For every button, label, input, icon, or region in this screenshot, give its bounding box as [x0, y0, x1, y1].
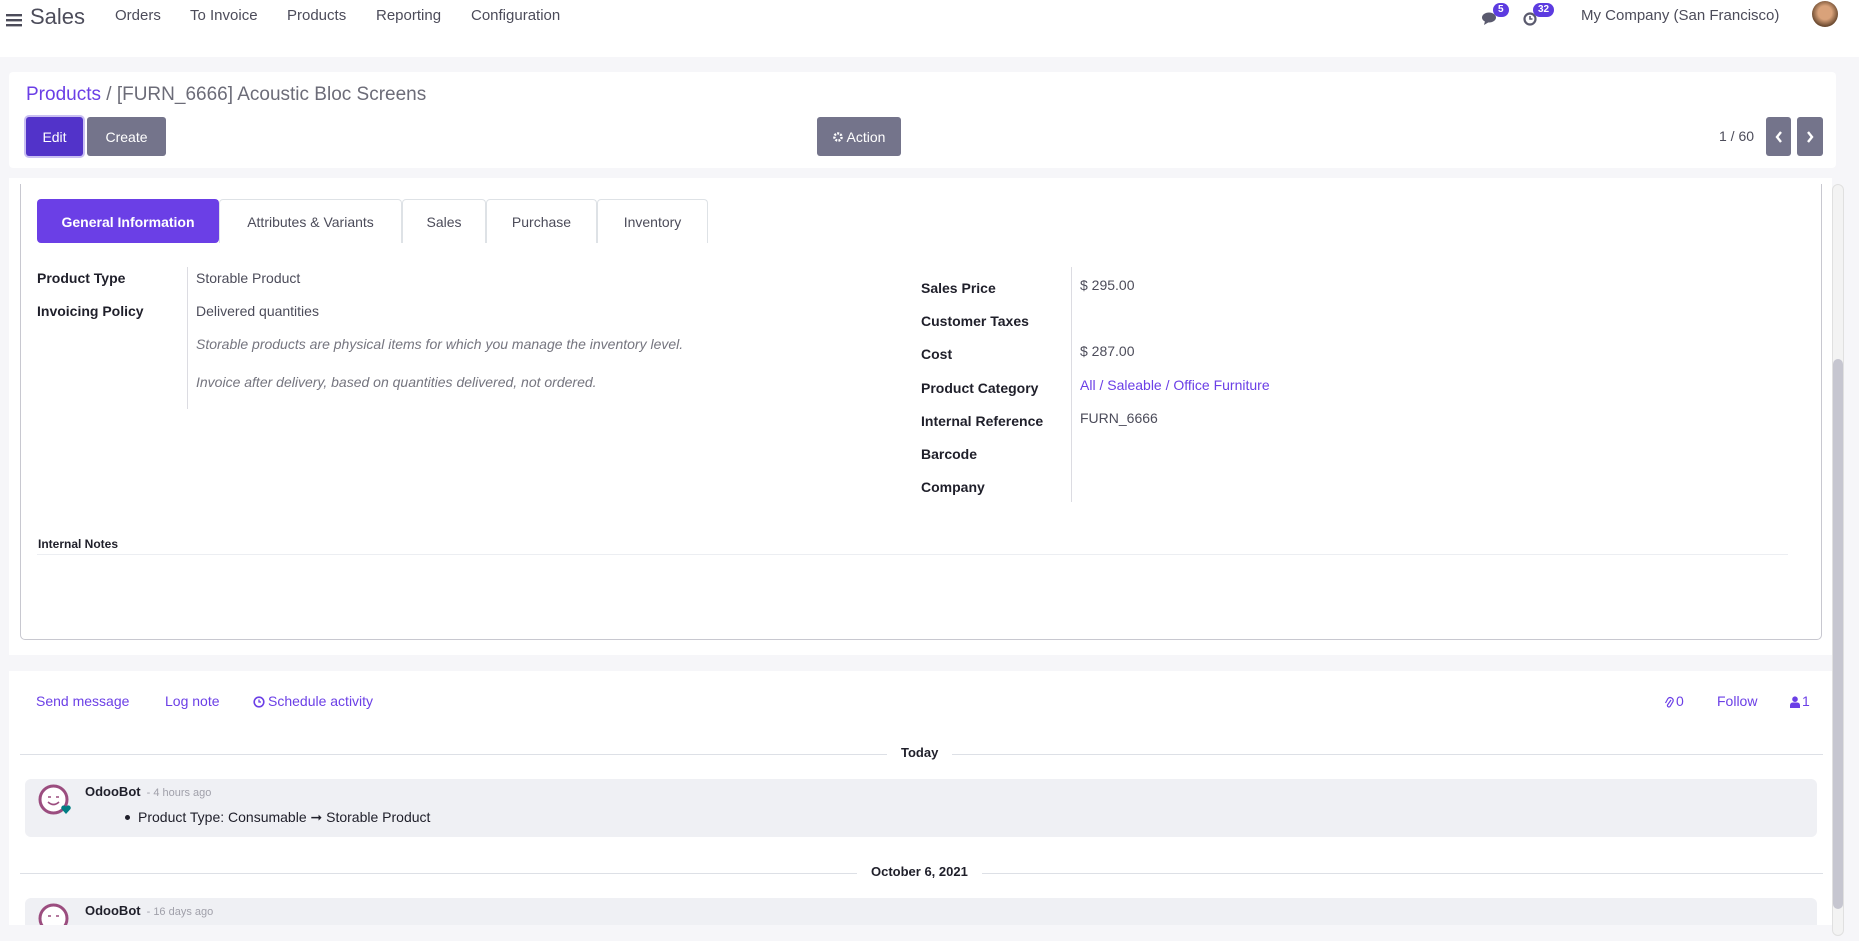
user-avatar[interactable]	[1812, 1, 1838, 27]
message-header: OdooBot - 4 hours ago	[85, 784, 211, 799]
page-bottom	[0, 925, 1859, 941]
follow-button[interactable]: Follow	[1717, 693, 1758, 709]
followers-button[interactable]: 1	[1790, 693, 1810, 709]
message-author: OdooBot	[85, 784, 141, 799]
tab-attributes-variants[interactable]: Attributes & Variants	[219, 199, 402, 243]
breadcrumb: Products / [FURN_6666] Acoustic Bloc Scr…	[26, 84, 426, 106]
chat-icon	[1482, 12, 1496, 25]
field-label: Barcode	[921, 446, 978, 462]
breadcrumb-current: [FURN_6666] Acoustic Bloc Screens	[116, 84, 427, 105]
field-label: Company	[921, 479, 985, 495]
pager-value[interactable]: 1 / 60	[1719, 128, 1755, 144]
tab-purchase[interactable]: Purchase	[486, 199, 597, 243]
schedule-activity-label: Schedule activity	[268, 693, 374, 709]
tab-inventory[interactable]: Inventory	[597, 199, 708, 243]
field-value: $ 295.00	[1080, 277, 1135, 293]
company-switcher[interactable]: My Company (San Francisco)	[1581, 7, 1780, 24]
internal-notes-field[interactable]	[37, 554, 1788, 604]
followers-count: 1	[1802, 693, 1810, 709]
left-group-divider	[187, 267, 188, 409]
messages-badge: 5	[1493, 3, 1509, 17]
message-item: OdooBot - 4 hours ago Product Type: Cons…	[25, 779, 1817, 837]
app-name[interactable]: Sales	[30, 4, 86, 29]
menu-configuration[interactable]: Configuration	[471, 7, 561, 24]
field-label: Customer Taxes	[921, 313, 1029, 329]
clock-icon	[253, 696, 265, 708]
date-separator-today: Today	[887, 745, 953, 760]
tab-general-information[interactable]: General Information	[37, 199, 219, 243]
product-type-value: Storable Product	[196, 270, 301, 286]
message-body: Product Type: Consumable ➞ Storable Prod…	[125, 809, 430, 826]
message-author: OdooBot	[85, 903, 141, 918]
menu-products[interactable]: Products	[287, 7, 347, 24]
activities-button[interactable]: 32	[1523, 3, 1559, 28]
edit-button[interactable]: Edit	[26, 117, 83, 156]
tracking-value: Product Type: Consumable ➞ Storable Prod…	[138, 809, 431, 825]
top-navbar: Sales Orders To Invoice Products Reporti…	[0, 0, 1859, 57]
control-panel	[9, 72, 1836, 168]
log-note-button[interactable]: Log note	[165, 693, 220, 709]
activities-badge: 32	[1533, 3, 1555, 17]
message-time: - 16 days ago	[146, 906, 214, 918]
field-label: Cost	[921, 346, 953, 362]
invoicing-policy-value: Delivered quantities	[196, 303, 319, 319]
product-type-label: Product Type	[37, 270, 126, 286]
message-item: OdooBot - 16 days ago	[25, 898, 1817, 925]
odoobot-avatar	[38, 784, 69, 815]
product-type-help: Storable products are physical items for…	[196, 336, 684, 352]
field-value[interactable]: All / Saleable / Office Furniture	[1080, 377, 1270, 393]
breadcrumb-separator: /	[106, 84, 112, 105]
attachments-count: 0	[1676, 693, 1684, 709]
menu-orders[interactable]: Orders	[115, 7, 161, 24]
online-heart-icon	[61, 805, 71, 814]
pager-next[interactable]	[1797, 117, 1823, 156]
bullet	[125, 815, 130, 820]
invoicing-policy-help: Invoice after delivery, based on quantit…	[196, 374, 597, 390]
breadcrumb-products[interactable]: Products	[26, 84, 101, 105]
tab-sales[interactable]: Sales	[402, 199, 486, 243]
field-label: Internal Reference	[921, 413, 1044, 429]
pager-previous[interactable]	[1766, 117, 1791, 156]
invoicing-policy-label: Invoicing Policy	[37, 303, 144, 319]
date-separator-october: October 6, 2021	[857, 864, 982, 879]
send-message-button[interactable]: Send message	[36, 693, 130, 709]
field-value: $ 287.00	[1080, 343, 1135, 359]
menu-icon[interactable]	[6, 13, 22, 27]
chevron-left-icon	[1774, 130, 1782, 143]
messages-button[interactable]: 5	[1482, 3, 1512, 28]
form-sheet	[20, 184, 1822, 640]
right-group-divider	[1071, 267, 1072, 502]
message-header: OdooBot - 16 days ago	[85, 903, 213, 918]
odoobot-avatar	[38, 903, 69, 925]
chevron-right-icon	[1807, 130, 1814, 143]
menu-to-invoice[interactable]: To Invoice	[190, 7, 258, 24]
paperclip-icon	[1664, 696, 1674, 708]
attachments-button[interactable]: 0	[1664, 693, 1684, 709]
create-button[interactable]: Create	[87, 117, 166, 156]
action-label: Action	[846, 128, 886, 145]
field-label: Product Category	[921, 380, 1039, 396]
gear-icon	[832, 131, 843, 142]
field-label: Sales Price	[921, 280, 996, 296]
field-value: FURN_6666	[1080, 410, 1158, 426]
menu-reporting[interactable]: Reporting	[376, 7, 442, 24]
action-button[interactable]: Action	[817, 117, 901, 156]
clock-icon	[1523, 12, 1537, 26]
user-icon	[1790, 696, 1800, 709]
scrollbar-thumb[interactable]	[1833, 359, 1843, 909]
message-time: - 4 hours ago	[146, 787, 212, 799]
internal-notes-label: Internal Notes	[38, 537, 119, 551]
schedule-activity-button[interactable]: Schedule activity	[253, 693, 373, 709]
